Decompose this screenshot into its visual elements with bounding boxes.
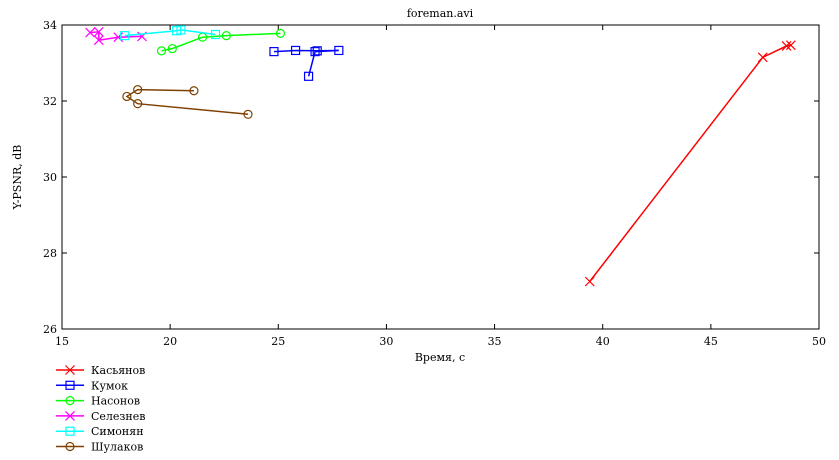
data-point <box>785 40 796 51</box>
series-6 <box>122 84 253 119</box>
series-line <box>161 32 281 52</box>
data-point <box>310 46 320 57</box>
data-point <box>93 35 104 46</box>
y-tick-label: 32 <box>43 95 57 108</box>
legend-item: Симонян <box>56 425 144 438</box>
series-layer <box>85 25 796 287</box>
series-line <box>589 44 792 282</box>
legend-item: Селезнев <box>56 410 145 423</box>
data-point <box>334 45 344 56</box>
legend-item: Насонов <box>56 395 140 408</box>
legend-label: Касьянов <box>91 364 145 377</box>
legend-marker <box>65 396 75 406</box>
legend-marker <box>65 426 75 436</box>
legend: Касьянов Кумок Насонов Селезнев Симонян Шулак… <box>56 364 145 454</box>
data-point <box>167 43 177 54</box>
data-point <box>93 26 104 37</box>
data-point <box>122 91 132 102</box>
legend-label: Симонян <box>91 425 144 438</box>
data-point <box>243 109 253 119</box>
legend-marker <box>65 410 75 421</box>
y-tick-label: 30 <box>43 171 57 184</box>
y-axis-label: Y-PSNR, dB <box>11 145 24 211</box>
y-tick-label: 28 <box>43 247 57 260</box>
data-point <box>221 31 231 41</box>
data-point <box>120 31 130 41</box>
legend-marker <box>65 380 75 390</box>
data-point <box>781 40 792 51</box>
x-axis-label: Время, с <box>415 351 465 364</box>
x-tick-label: 25 <box>271 335 285 348</box>
data-point <box>303 71 314 81</box>
legend-marker <box>65 365 75 375</box>
series-1 <box>584 40 796 287</box>
legend-item: Шулаков <box>56 441 143 454</box>
data-point <box>290 45 301 56</box>
data-point <box>156 46 167 56</box>
x-tick-label: 45 <box>704 335 718 348</box>
data-point <box>584 276 595 287</box>
data-point <box>176 25 186 35</box>
legend-item: Кумок <box>56 379 128 392</box>
legend-item: Касьянов <box>56 364 145 377</box>
data-point <box>189 86 199 96</box>
data-point <box>85 27 96 38</box>
x-tick-label: 15 <box>55 335 69 348</box>
axis-ticks: 15 20 25 30 35 40 45 50 26 28 30 32 34 <box>43 19 826 348</box>
legend-label: Насонов <box>91 395 140 408</box>
x-tick-label: 40 <box>596 335 610 348</box>
y-tick-label: 34 <box>43 19 57 32</box>
plot-frame <box>61 24 820 330</box>
data-point <box>133 84 143 95</box>
legend-label: Селезнев <box>91 410 145 423</box>
data-point <box>269 46 279 57</box>
x-tick-label: 30 <box>379 335 393 348</box>
data-point <box>275 28 286 38</box>
series-5 <box>120 25 221 41</box>
series-3 <box>156 28 286 56</box>
legend-label: Кумок <box>91 379 128 392</box>
series-line <box>125 88 249 116</box>
series-line <box>124 29 216 37</box>
series-4 <box>85 26 147 46</box>
data-point <box>210 29 221 40</box>
legend-marker <box>65 441 75 452</box>
data-point <box>757 52 768 63</box>
data-point <box>133 99 143 109</box>
data-point <box>312 46 322 56</box>
legend-label: Шулаков <box>91 441 143 454</box>
x-tick-label: 20 <box>163 335 177 348</box>
x-tick-label: 50 <box>812 335 826 348</box>
series-2 <box>269 45 344 81</box>
y-tick-label: 26 <box>43 323 57 336</box>
chart-title: foreman.avi <box>407 7 474 20</box>
x-tick-label: 35 <box>488 335 502 348</box>
